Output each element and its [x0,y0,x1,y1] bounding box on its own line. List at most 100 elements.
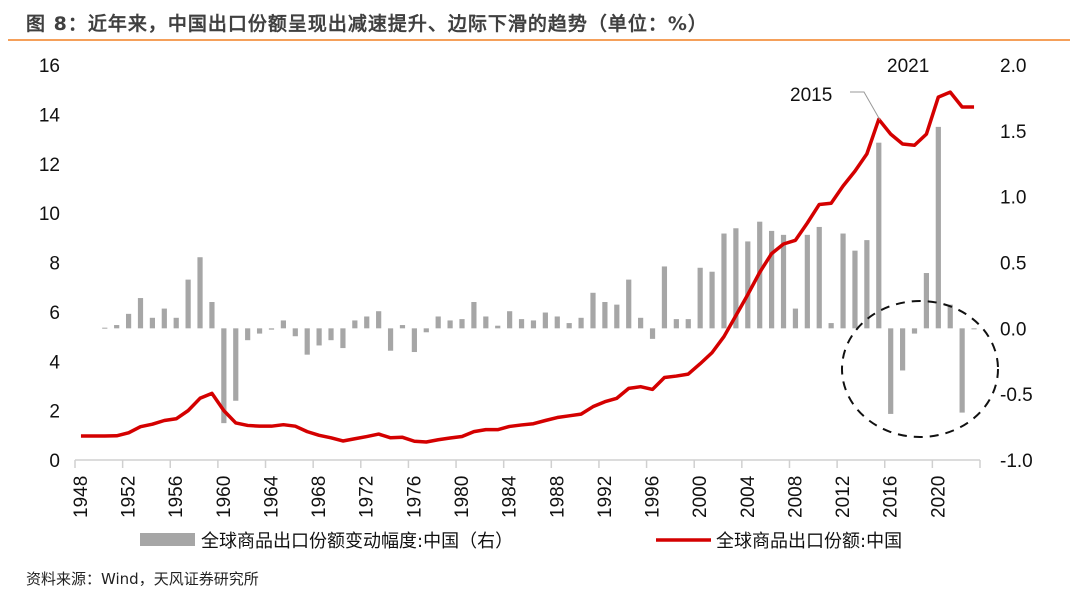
x-tick-label: 1968 [309,476,330,518]
bar-2021 [947,304,953,329]
bar-2002 [721,233,727,329]
right-tick-label: -1.0 [1000,451,1033,472]
bar-2013 [852,250,858,329]
bar-2019 [923,273,930,329]
left-tick-label: 2 [49,402,60,423]
x-ticks: 1948 1952 1956 1960 1964 1968 1972 1976 1980 1984… [71,460,981,518]
bar-1950 [102,327,108,329]
x-tick-label: 2020 [928,476,949,518]
bar-2023 [971,328,977,330]
bar-1986 [530,320,537,329]
bar-2009 [804,234,810,329]
bar-1983 [495,325,501,329]
x-tick-label: 1948 [71,476,92,518]
bar-1992 [602,302,608,329]
bar-1982 [483,316,489,329]
annotation-2015: 2015 [790,85,832,106]
bar-2020 [935,126,941,329]
legend-bar-swatch [140,533,195,546]
bar-1973 [376,311,382,329]
bar-1961 [233,328,239,401]
right-tick-label: 2.0 [1000,56,1026,77]
x-tick-label: 2008 [785,476,806,518]
bar-1996 [649,328,656,339]
bar-1999 [685,319,691,329]
bar-2006 [769,230,775,329]
bar-2007 [780,234,787,329]
bar-1958 [197,257,203,329]
right-tick-label: 0.5 [1000,254,1026,275]
bar-1975 [399,325,406,329]
bar-2010 [816,226,822,329]
bar-1964 [268,328,275,330]
bar-2003 [733,228,739,329]
line-series [80,90,975,444]
bar-1971 [352,320,358,329]
left-tick-label: 14 [39,105,61,126]
x-tick-label: 1980 [452,476,473,518]
bar-1987 [542,312,548,329]
bar-1952 [125,313,132,329]
bar-1988 [554,316,560,329]
bar-2022 [959,328,965,413]
bar-1963 [256,328,263,334]
x-tick-label: 1960 [214,476,235,518]
bar-1995 [638,317,644,329]
left-tick-label: 0 [49,451,60,472]
bar-1959 [209,302,215,329]
left-tick-label: 4 [49,352,60,373]
right-tick-label: 1.0 [1000,188,1026,209]
bar-1955 [161,308,167,329]
x-tick-label: 1952 [119,476,140,518]
x-tick-label: 1964 [261,475,282,518]
bar-1960 [221,328,227,424]
x-tick-label: 2004 [738,475,759,518]
bar-1962 [245,328,251,341]
title-rule [8,39,1070,41]
bar-2018 [911,328,918,334]
left-tick-label: 8 [49,254,60,275]
left-tick-label: 10 [39,204,60,225]
bar-1984 [507,311,513,329]
x-tick-label: 2016 [881,476,902,518]
source-note: 资料来源：Wind，天风证券研究所 [26,570,259,588]
right-tick-label: -0.5 [1000,385,1033,406]
left-axis-ticks: 0 2 4 6 8 10 12 14 16 [39,56,61,472]
bar-1966 [292,328,298,337]
figure-title: 图 8：近年来，中国出口份额呈现出减速提升、边际下滑的趋势（单位：%） [26,13,708,35]
bar-2012 [840,233,846,329]
bar-series [102,126,977,424]
bar-1981 [471,302,477,329]
bar-2014 [864,240,870,329]
bar-1972 [364,316,370,329]
bar-1990 [578,317,584,329]
x-tick-label: 2012 [833,476,854,518]
bar-1977 [423,328,429,333]
left-tick-label: 6 [49,303,60,324]
bar-2011 [828,323,834,329]
bar-1968 [316,328,322,346]
x-tick-label: 2000 [690,476,711,518]
bar-1970 [340,328,346,349]
annotation-2015-leader [850,91,881,121]
bar-1985 [518,319,525,329]
annotation-2021: 2021 [887,56,929,77]
bar-1951 [114,325,120,329]
bar-1997 [661,266,668,329]
bar-1980 [459,319,465,329]
bar-2008 [792,308,799,329]
bar-1994 [626,279,632,329]
right-tick-label: 0.0 [1000,319,1026,340]
bar-2015 [876,142,882,329]
bar-1989 [566,323,572,329]
bar-1965 [280,320,286,329]
bar-1979 [447,320,453,329]
x-tick-label: 1996 [643,476,664,518]
x-tick-label: 1988 [547,476,568,518]
left-tick-label: 16 [39,56,60,77]
bar-2017 [899,328,906,371]
x-tick-label: 1984 [500,475,521,518]
bar-1956 [173,317,179,329]
bar-2004 [745,241,751,329]
bar-1978 [435,316,441,329]
